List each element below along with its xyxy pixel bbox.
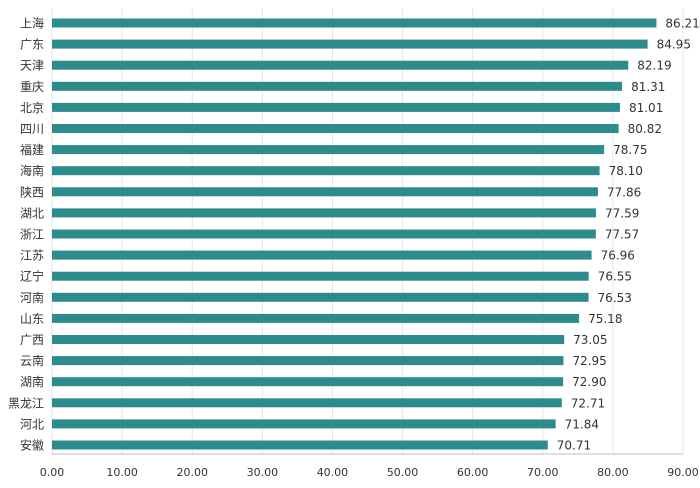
data-label: 82.19 [637,59,671,73]
category-label: 福建 [20,142,44,157]
category-label: 天津 [20,59,44,73]
data-label: 76.53 [598,291,632,305]
bar [52,187,598,197]
bar [52,145,605,155]
category-label: 辽宁 [20,269,44,284]
data-label: 75.18 [588,312,622,326]
category-label: 广东 [20,38,44,52]
data-label: 86.21 [665,17,699,31]
category-label: 云南 [20,353,44,368]
category-label: 河北 [20,417,44,431]
x-tick-label: 80.00 [597,466,629,479]
data-label: 77.57 [605,228,639,242]
bar [52,377,564,387]
category-label: 山东 [20,312,44,326]
category-label: 安徽 [20,438,44,453]
data-label: 81.01 [629,101,663,115]
bar [52,208,596,218]
bar [52,335,565,344]
data-label: 72.95 [572,354,606,368]
bar [52,39,648,49]
category-label: 四川 [20,122,44,136]
bar [52,60,629,70]
bar [52,398,562,408]
x-tick-label: 10.00 [106,466,138,479]
data-label: 72.90 [572,375,606,389]
bar [52,271,589,281]
x-tick-label: 50.00 [387,466,419,479]
data-label: 76.96 [601,249,635,263]
bar [52,419,556,429]
data-label: 76.55 [598,270,632,284]
data-label: 78.10 [609,164,643,178]
data-label: 73.05 [573,333,607,347]
category-label: 黑龙江 [8,396,44,410]
data-label: 84.95 [657,38,691,52]
data-label: 78.75 [613,143,647,157]
bar [52,250,592,260]
x-tick-label: 0.00 [40,466,65,479]
x-tick-label: 90.00 [667,466,699,479]
category-label: 海南 [20,163,44,178]
x-tick-label: 40.00 [317,466,349,479]
category-label: 重庆 [20,80,44,94]
bar [52,81,623,91]
x-tick-label: 70.00 [527,466,559,479]
category-label: 湖北 [20,205,44,220]
bar [52,356,564,366]
category-label: 浙江 [20,228,44,242]
category-label: 湖南 [20,374,44,389]
data-label: 71.84 [565,417,599,431]
x-tick-label: 30.00 [247,466,279,479]
bar [52,18,657,28]
x-tick-label: 20.00 [176,466,208,479]
data-label: 80.82 [628,122,662,136]
bar [52,102,620,112]
category-label: 广西 [20,333,44,347]
category-label: 江苏 [20,249,44,263]
data-label: 81.31 [631,80,665,94]
bar [52,292,589,302]
bar [52,166,600,176]
x-tick-label: 60.00 [457,466,489,479]
data-label: 70.71 [557,439,591,453]
bar [52,440,548,450]
bar [52,313,580,323]
category-label: 陕西 [20,184,44,199]
bar [52,229,596,239]
category-label: 北京 [20,101,44,115]
category-label: 上海 [20,16,44,31]
bar [52,124,619,133]
data-label: 72.71 [571,396,605,410]
data-label: 77.86 [607,185,641,199]
data-label: 77.59 [605,206,639,220]
category-label: 河南 [20,290,44,305]
